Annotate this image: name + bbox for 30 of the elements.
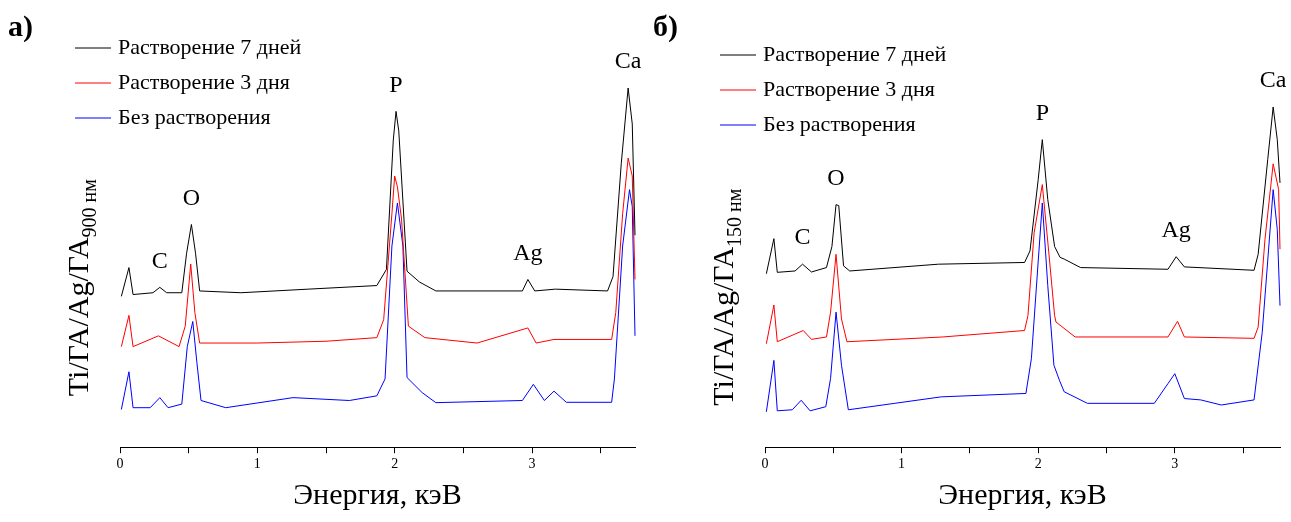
- y-axis-title: Ti/ГА/Ag/ГА900 нм: [61, 178, 100, 397]
- x-axis-title: Энергия, кэВ: [293, 476, 462, 510]
- annotation: O: [182, 183, 201, 210]
- x-tick-label: 3: [1171, 456, 1179, 472]
- y-axis-title: Ti/ГА/Ag/ГА150 нм: [706, 188, 745, 406]
- legend-label: Без растворения: [118, 103, 271, 129]
- annotation: P: [1035, 98, 1049, 125]
- legend-label: Растворение 7 дней: [763, 40, 947, 66]
- annotation: Ag: [513, 238, 543, 265]
- x-tick-label: 2: [391, 456, 399, 472]
- legend-label: Растворение 3 дня: [118, 68, 290, 94]
- legend-label: Растворение 3 дня: [763, 75, 935, 101]
- x-tick-label: 0: [116, 456, 124, 472]
- annotation: P: [389, 70, 403, 97]
- legend-label: Без растворения: [763, 110, 916, 136]
- annotation: C: [151, 246, 168, 273]
- x-tick-label: 0: [761, 456, 769, 472]
- annotation: Ag: [1161, 215, 1191, 242]
- x-axis-title: Энергия, кэВ: [938, 476, 1107, 510]
- annotation: Ca: [1259, 66, 1287, 93]
- x-tick-label: 2: [1034, 456, 1042, 472]
- annotation: C: [794, 223, 811, 250]
- x-tick-label: 3: [528, 456, 536, 472]
- annotation: O: [827, 163, 845, 190]
- chart-title: а): [8, 8, 33, 43]
- annotation: Ca: [614, 47, 642, 74]
- legend-label: Растворение 7 дней: [118, 33, 302, 59]
- chart-title: б): [653, 8, 678, 43]
- x-tick-label: 1: [253, 456, 261, 472]
- x-tick-label: 1: [898, 456, 906, 472]
